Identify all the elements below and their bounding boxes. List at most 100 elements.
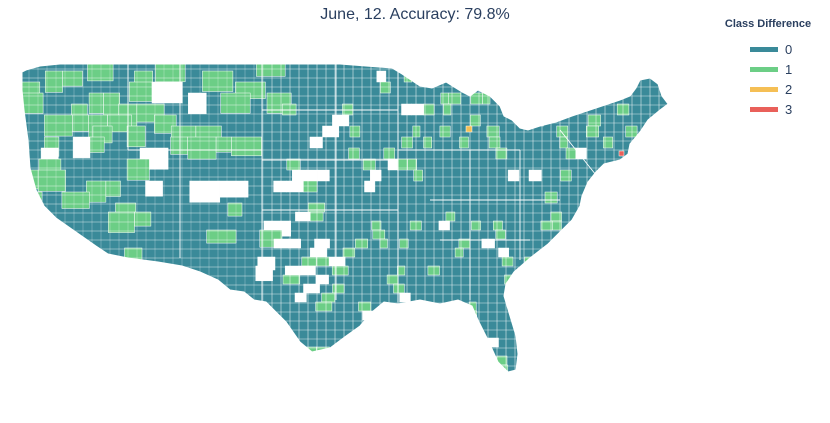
map-title: June, 12. Accuracy: 79.8% bbox=[320, 6, 510, 23]
county-cell bbox=[511, 92, 521, 105]
county-cell bbox=[45, 70, 63, 93]
county-cell bbox=[582, 310, 595, 321]
county-cell bbox=[328, 256, 346, 267]
county-cell bbox=[510, 374, 521, 383]
county-cell bbox=[376, 70, 387, 83]
county-cell bbox=[587, 114, 601, 127]
county-cell bbox=[399, 292, 411, 303]
county-cell bbox=[419, 328, 433, 339]
county-cell bbox=[553, 337, 564, 348]
county-cell bbox=[288, 238, 301, 249]
county-class-2 bbox=[465, 125, 473, 133]
county-cell bbox=[496, 355, 508, 366]
county-cell bbox=[206, 229, 237, 244]
county-cell bbox=[331, 265, 349, 276]
county-cell bbox=[397, 158, 408, 171]
county-cell bbox=[72, 136, 91, 159]
county-cell bbox=[62, 70, 83, 87]
county-cell bbox=[654, 169, 665, 182]
county-cell bbox=[459, 136, 469, 149]
county-cell bbox=[625, 125, 638, 138]
county-cell bbox=[315, 256, 330, 267]
county-cell bbox=[501, 256, 514, 267]
county-cell bbox=[349, 125, 361, 138]
county-cell bbox=[380, 81, 391, 94]
county-cell bbox=[584, 374, 597, 383]
county-cell bbox=[670, 203, 679, 212]
county-cell bbox=[661, 114, 668, 127]
county-cell bbox=[540, 220, 553, 231]
county-cell bbox=[592, 220, 600, 231]
county-cell bbox=[22, 92, 44, 114]
county-cell bbox=[499, 364, 509, 372]
legend-swatch-1 bbox=[750, 66, 778, 72]
county-cell bbox=[661, 211, 668, 222]
county-cell bbox=[435, 337, 445, 348]
county-cell bbox=[423, 136, 432, 149]
county-cell bbox=[315, 301, 333, 312]
county-cell bbox=[307, 202, 325, 213]
county-cell bbox=[292, 169, 307, 182]
county-cell bbox=[134, 211, 152, 227]
county-cell bbox=[372, 229, 386, 240]
county-cell bbox=[255, 265, 273, 282]
county-cell bbox=[22, 202, 44, 222]
county-cell bbox=[412, 125, 421, 138]
county-cell bbox=[440, 92, 449, 105]
county-cell bbox=[652, 310, 665, 321]
county-cell bbox=[549, 374, 561, 383]
legend-item-1[interactable]: 1 bbox=[750, 60, 792, 78]
county-cell bbox=[303, 180, 318, 193]
county-cell bbox=[427, 265, 440, 276]
county-cell bbox=[371, 220, 382, 231]
county-cell bbox=[348, 147, 360, 160]
county-cell bbox=[407, 158, 417, 171]
county-cell bbox=[547, 346, 557, 357]
county-cell bbox=[586, 292, 600, 303]
county-cell bbox=[342, 247, 356, 258]
county-cell bbox=[610, 292, 625, 303]
county-cell bbox=[364, 180, 376, 193]
legend-swatch-0 bbox=[750, 46, 778, 52]
county-cell bbox=[640, 301, 652, 312]
county-cell bbox=[582, 346, 593, 357]
county-cell bbox=[595, 81, 605, 94]
county-cell bbox=[379, 238, 388, 249]
legend-item-0[interactable]: 0 bbox=[750, 40, 792, 58]
county-cell bbox=[529, 292, 543, 303]
county-cell bbox=[155, 64, 186, 83]
county-cell bbox=[495, 229, 506, 240]
county-cell bbox=[273, 180, 287, 193]
county-cell bbox=[282, 103, 297, 116]
county-cell bbox=[493, 220, 503, 231]
county-cell bbox=[539, 103, 551, 116]
county-cell bbox=[528, 169, 542, 182]
county-cell bbox=[129, 81, 153, 102]
county-cell bbox=[315, 274, 329, 285]
county-cell bbox=[618, 238, 631, 249]
county-cell bbox=[202, 70, 234, 92]
county-cell bbox=[286, 158, 301, 171]
legend-item-2[interactable]: 2 bbox=[750, 80, 792, 98]
county-cell bbox=[444, 328, 452, 339]
county-cell bbox=[658, 364, 668, 372]
county-cell bbox=[575, 147, 587, 160]
county-cell bbox=[321, 292, 336, 303]
county-cell bbox=[454, 247, 464, 258]
county-cell bbox=[170, 136, 188, 155]
county-cell bbox=[392, 364, 401, 372]
legend-item-3[interactable]: 3 bbox=[750, 100, 792, 118]
county-cell bbox=[317, 364, 331, 372]
county-cell bbox=[108, 211, 135, 233]
county-cell bbox=[393, 283, 405, 294]
county-cell bbox=[470, 114, 481, 127]
county-cell bbox=[532, 310, 545, 321]
county-cell bbox=[658, 346, 668, 357]
county-cell bbox=[398, 310, 407, 321]
county-cell bbox=[565, 147, 577, 160]
county-cell bbox=[362, 158, 376, 171]
county-cell bbox=[22, 229, 36, 248]
county-cell bbox=[220, 374, 245, 393]
county-cell bbox=[309, 247, 328, 258]
legend-title: Class Difference bbox=[724, 18, 812, 30]
